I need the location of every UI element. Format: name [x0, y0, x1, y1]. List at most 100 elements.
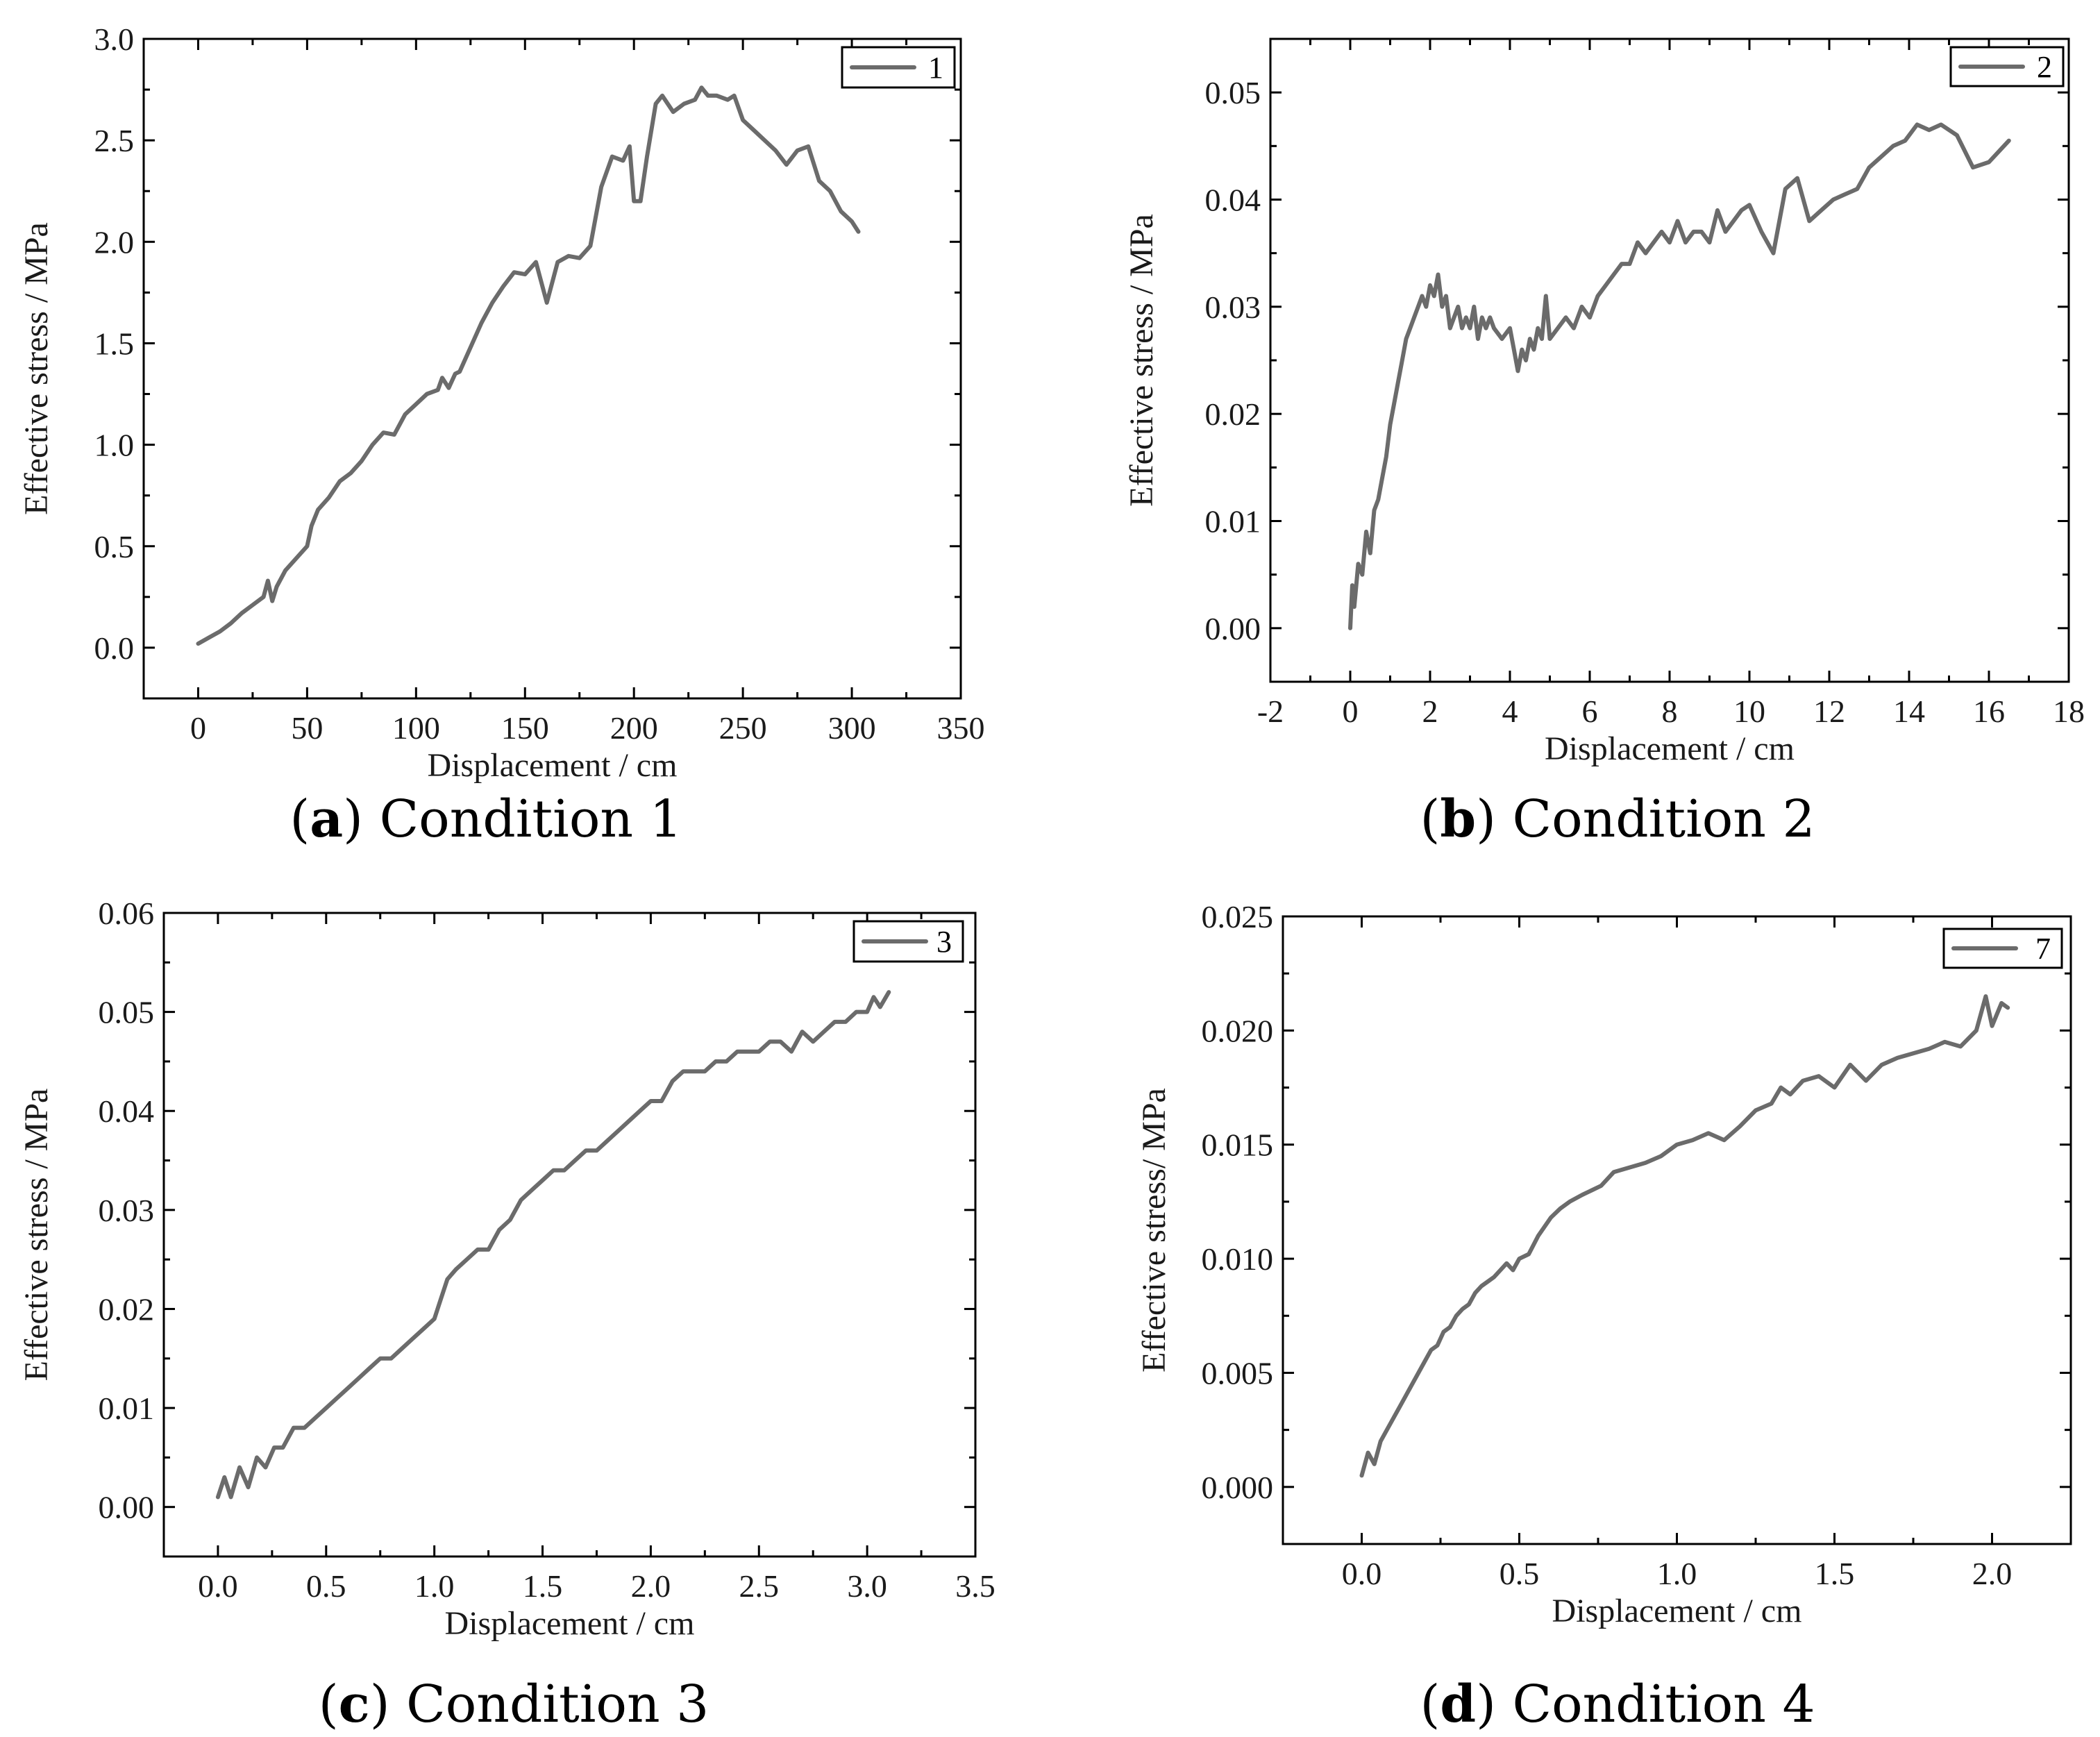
x-tick-label: 0.0 [198, 1568, 238, 1604]
caption-paren-close: ) [370, 1675, 406, 1734]
y-axis-label: Effective stress/ MPa [1136, 1088, 1173, 1373]
y-tick-label: 0.02 [1205, 396, 1261, 432]
caption-letter: c [339, 1675, 370, 1734]
plot-frame [1282, 915, 2072, 1545]
x-tick-label: 0.5 [306, 1568, 346, 1604]
legend: 1 [841, 46, 956, 89]
y-tick-label: 1.5 [94, 326, 135, 361]
y-tick-label: 0.03 [1205, 290, 1261, 325]
x-tick-label: 10 [1733, 694, 1765, 729]
x-tick-label: 0.5 [1500, 1556, 1540, 1591]
x-tick-label: 2 [1422, 694, 1438, 729]
x-tick-label: 50 [291, 710, 323, 746]
plot-frame [162, 912, 977, 1558]
x-tick-label: 3.5 [955, 1568, 996, 1604]
series-line-3 [215, 990, 891, 1500]
panel-caption: (c) Condition 3 [319, 1675, 709, 1734]
series-line-7 [1359, 994, 2010, 1478]
x-tick-label: 2.0 [631, 1568, 671, 1604]
y-tick-label: 0.00 [99, 1490, 155, 1525]
caption-letter: b [1440, 789, 1476, 849]
series-line-1 [196, 85, 861, 646]
panel-c: 0.0 0.5 1.0 1.5 2.0 2.5 3.0 3.5 0.00 0.01 0.02 0.03… [18, 896, 996, 1734]
y-axis-label: Effective stress / MPa [18, 222, 55, 515]
y-tick-label: 0.04 [1205, 183, 1261, 218]
x-tick-label: 12 [1813, 694, 1845, 729]
x-tick-label: 150 [501, 710, 549, 746]
caption-text: Condition 4 [1512, 1675, 1815, 1734]
panel-caption: (a) Condition 1 [289, 789, 682, 849]
y-axis-label: Effective stress / MPa [1123, 214, 1160, 507]
x-tick-label: 0.0 [1342, 1556, 1382, 1591]
x-axis-label: Displacement / cm [428, 747, 678, 784]
caption-paren-open: ( [1420, 1675, 1440, 1734]
y-tick-label: 2.0 [94, 224, 135, 260]
legend-label: 7 [2035, 932, 2051, 966]
x-tick-label: 2.0 [1972, 1556, 2013, 1591]
y-tick-label: 2.5 [94, 123, 135, 158]
legend-label: 3 [936, 925, 952, 959]
y-tick-label: 1.0 [94, 428, 135, 463]
x-tick-label: 1.0 [414, 1568, 455, 1604]
plot-frame [142, 37, 962, 700]
x-tick-label: 100 [392, 710, 440, 746]
x-tick-label: 16 [1973, 694, 2005, 729]
legend-label: 2 [2037, 50, 2052, 84]
legend: 7 [1942, 928, 2063, 969]
plot-frame [1269, 37, 2070, 683]
y-tick-label: 0.010 [1202, 1241, 1274, 1277]
y-tick-label: 0.025 [1202, 899, 1274, 934]
y-tick-label: 3.0 [94, 22, 135, 57]
x-tick-label: 2.5 [739, 1568, 780, 1604]
y-tick-label: 0.5 [94, 529, 135, 564]
y-tick-label: 0.01 [1205, 504, 1261, 539]
x-axis-label: Displacement / cm [1545, 730, 1795, 767]
x-tick-label: 1.5 [523, 1568, 563, 1604]
y-tick-label: 0.00 [1205, 611, 1261, 646]
x-tick-label: 350 [937, 710, 985, 746]
caption-text: Condition 3 [406, 1675, 709, 1734]
caption-text: Condition 2 [1512, 789, 1815, 849]
caption-text: Condition 1 [380, 789, 682, 849]
y-axis-label: Effective stress / MPa [18, 1089, 55, 1382]
panel-caption: (b) Condition 2 [1420, 789, 1815, 849]
series-line-2 [1348, 122, 2011, 630]
x-tick-label: 3.0 [847, 1568, 887, 1604]
x-tick-label: 0 [190, 710, 206, 746]
x-tick-label: 1.0 [1657, 1556, 1697, 1591]
caption-paren-open: ( [289, 789, 310, 849]
panel-b: -2 0 2 4 6 8 10 12 14 16 18 0.00 0.01 0.02 0.03 0.04 0.0… [1123, 37, 2085, 849]
y-tick-label: 0.005 [1202, 1355, 1274, 1391]
x-tick-label: 14 [1893, 694, 1925, 729]
caption-paren-open: ( [1420, 789, 1440, 849]
x-tick-label: 6 [1582, 694, 1598, 729]
y-tick-label: 0.06 [99, 896, 155, 931]
y-tick-label: 0.03 [99, 1193, 155, 1228]
x-tick-label: 4 [1502, 694, 1518, 729]
legend: 3 [852, 920, 964, 963]
y-tick-label: 0.04 [99, 1093, 155, 1129]
x-tick-label: -2 [1257, 694, 1284, 729]
x-tick-label: 250 [719, 710, 767, 746]
y-tick-label: 0.02 [99, 1291, 155, 1327]
caption-paren-close: ) [1476, 789, 1512, 849]
x-axis-label: Displacement / cm [1552, 1593, 1802, 1629]
x-tick-label: 8 [1662, 694, 1678, 729]
caption-letter: a [310, 789, 343, 849]
y-tick-label: 0.000 [1202, 1470, 1274, 1505]
y-tick-label: 0.01 [99, 1391, 155, 1426]
x-tick-label: 18 [2053, 694, 2085, 729]
y-tick-label: 0.05 [99, 995, 155, 1030]
caption-paren-close: ) [1476, 1675, 1512, 1734]
panel-a: 0 50 100 150 200 250 300 350 0.0 0.5 1.0 1.5 2.0 2.5 3… [18, 22, 985, 849]
x-tick-label: 300 [828, 710, 876, 746]
legend-label: 1 [928, 51, 943, 85]
panel-d: 0.0 0.5 1.0 1.5 2.0 0.000 0.005 0.010 0.015 0.020… [1136, 899, 2072, 1734]
y-tick-label: 0.020 [1202, 1013, 1274, 1048]
x-axis-label: Displacement / cm [445, 1605, 695, 1642]
caption-paren-open: ( [319, 1675, 339, 1734]
x-tick-label: 0 [1343, 694, 1359, 729]
panel-caption: (d) Condition 4 [1420, 1675, 1815, 1734]
x-tick-label: 1.5 [1815, 1556, 1855, 1591]
